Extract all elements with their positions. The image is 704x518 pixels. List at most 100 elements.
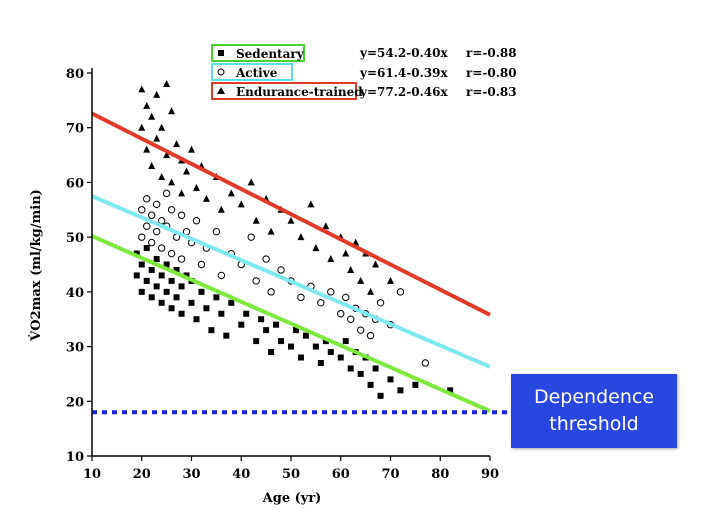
data-point-endurance-trained bbox=[163, 79, 171, 87]
data-point-endurance-trained bbox=[227, 189, 235, 197]
data-point-sedentary bbox=[173, 294, 180, 301]
data-point-endurance-trained bbox=[143, 145, 151, 153]
data-point-sedentary bbox=[198, 288, 205, 295]
data-point-endurance-trained bbox=[163, 151, 171, 159]
regression-line-active bbox=[91, 194, 491, 369]
data-point-active bbox=[177, 255, 186, 263]
data-point-active bbox=[396, 288, 405, 296]
y-tick-label: 50 bbox=[66, 231, 84, 246]
data-point-sedentary bbox=[347, 365, 354, 372]
dependence-threshold-label: Dependence threshold bbox=[511, 374, 677, 448]
data-point-active bbox=[152, 227, 161, 236]
data-point-active bbox=[138, 206, 146, 214]
data-point-endurance-trained bbox=[148, 162, 156, 170]
data-point-sedentary bbox=[243, 310, 250, 317]
data-point-sedentary bbox=[268, 349, 275, 356]
data-point-active bbox=[267, 288, 275, 296]
data-point-active bbox=[366, 331, 375, 340]
data-point-active bbox=[252, 277, 260, 285]
data-point-active bbox=[157, 244, 166, 252]
data-point-active bbox=[317, 299, 325, 307]
data-point-active bbox=[143, 195, 151, 203]
data-point-endurance-trained bbox=[178, 189, 186, 197]
data-point-active bbox=[327, 288, 335, 296]
data-point-sedentary bbox=[213, 294, 220, 301]
data-point-sedentary bbox=[223, 332, 230, 339]
legend-marker-active bbox=[217, 68, 225, 76]
data-point-active bbox=[148, 211, 156, 219]
x-tick-label: 20 bbox=[133, 467, 151, 482]
regression-lines bbox=[91, 111, 491, 413]
equation-endurance-trained: y=77.2-0.46x bbox=[359, 85, 448, 99]
data-point-active bbox=[247, 233, 255, 241]
data-point-endurance-trained bbox=[322, 222, 330, 230]
data-point-endurance-trained bbox=[312, 244, 320, 252]
data-point-sedentary bbox=[178, 283, 185, 290]
data-point-active bbox=[192, 217, 201, 225]
equation-sedentary: y=54.2-0.40x bbox=[359, 46, 448, 60]
data-point-active bbox=[297, 293, 305, 302]
data-point-active bbox=[217, 271, 226, 280]
data-point-sedentary bbox=[148, 294, 155, 301]
data-point-active bbox=[162, 189, 171, 198]
y-tick-label: 60 bbox=[66, 176, 84, 191]
data-point-endurance-trained bbox=[347, 265, 355, 273]
y-tick-label: 40 bbox=[66, 286, 84, 301]
data-point-sedentary bbox=[168, 305, 175, 312]
data-point-endurance-trained bbox=[217, 205, 225, 213]
data-point-endurance-trained bbox=[342, 249, 350, 257]
data-point-endurance-trained bbox=[148, 112, 156, 120]
data-point-active bbox=[376, 299, 385, 307]
data-point-sedentary bbox=[228, 299, 235, 306]
data-point-sedentary bbox=[297, 354, 304, 361]
data-point-sedentary bbox=[208, 327, 215, 334]
data-point-endurance-trained bbox=[327, 255, 335, 263]
data-point-active bbox=[356, 326, 365, 334]
data-point-sedentary bbox=[178, 310, 185, 317]
y-axis-title: V̇O2max (ml/kg/min) bbox=[28, 189, 44, 342]
data-point-active bbox=[148, 238, 156, 247]
data-point-sedentary bbox=[173, 266, 180, 273]
data-point-sedentary bbox=[302, 332, 309, 339]
legend-label-endurance-trained: Endurance-trained bbox=[236, 85, 363, 99]
data-point-sedentary bbox=[168, 277, 175, 284]
legend-label-sedentary: Sedentary bbox=[236, 47, 305, 61]
data-point-endurance-trained bbox=[153, 90, 161, 98]
data-point-sedentary bbox=[138, 261, 145, 268]
regression-line-endurance-trained bbox=[91, 111, 491, 317]
data-point-active bbox=[167, 249, 176, 258]
data-point-sedentary bbox=[367, 381, 374, 388]
data-point-sedentary bbox=[357, 370, 364, 377]
data-point-sedentary bbox=[377, 392, 384, 399]
data-point-sedentary bbox=[138, 288, 145, 295]
data-point-sedentary bbox=[193, 316, 200, 323]
data-point-endurance-trained bbox=[168, 178, 176, 186]
data-point-endurance-trained bbox=[387, 276, 394, 284]
data-point-endurance-trained bbox=[173, 140, 181, 148]
data-point-sedentary bbox=[253, 338, 260, 345]
data-point-active bbox=[337, 310, 345, 318]
data-point-active bbox=[143, 222, 151, 230]
x-tick-label: 30 bbox=[182, 467, 200, 482]
data-point-active bbox=[277, 266, 285, 274]
data-point-sedentary bbox=[273, 321, 280, 328]
data-point-active bbox=[342, 293, 350, 302]
threshold-label-line-2: threshold bbox=[549, 413, 639, 435]
legend-marker-endurance-trained bbox=[217, 87, 225, 94]
axis-ticks: 10 20 30 40 50 60 70 80 90 10 20 30 40 50 60 70 80 bbox=[66, 67, 499, 482]
data-point-sedentary bbox=[158, 299, 165, 306]
threshold-label-line-1: Dependence bbox=[533, 386, 655, 408]
legend-box-endurance-trained bbox=[211, 82, 357, 100]
data-point-sedentary bbox=[337, 354, 344, 361]
data-point-active bbox=[177, 211, 186, 219]
data-point-sedentary bbox=[288, 343, 294, 350]
x-tick-label: 50 bbox=[282, 467, 300, 482]
data-point-sedentary bbox=[397, 387, 404, 394]
data-point-sedentary bbox=[203, 305, 210, 312]
data-point-sedentary bbox=[153, 283, 160, 290]
data-point-sedentary bbox=[133, 250, 140, 257]
legend-marker-sedentary bbox=[218, 50, 224, 56]
data-point-active bbox=[212, 227, 221, 236]
data-point-active bbox=[421, 359, 430, 367]
